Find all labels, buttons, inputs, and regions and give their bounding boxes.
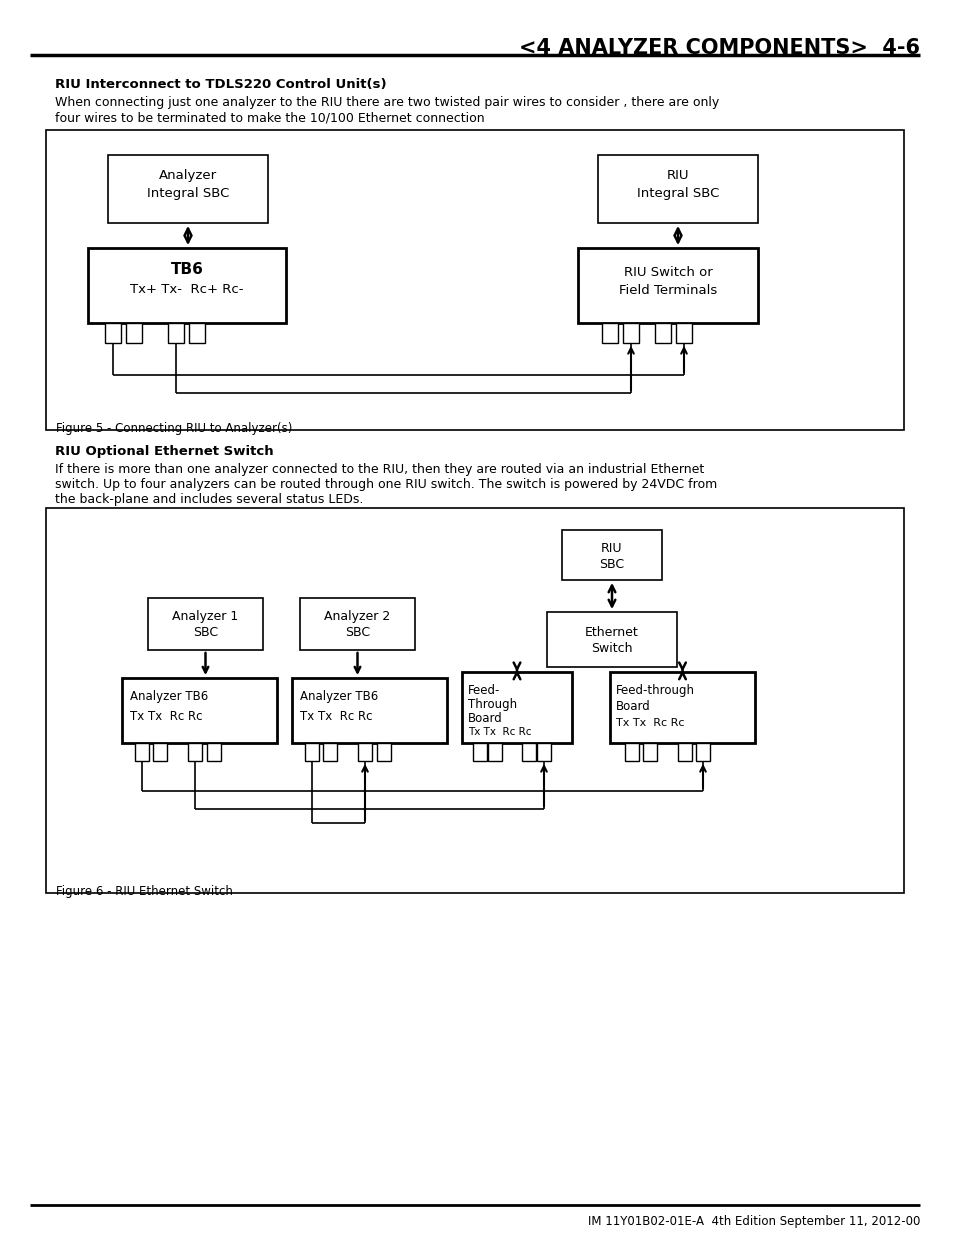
- Bar: [609, 672, 754, 743]
- Text: RIU Optional Ethernet Switch: RIU Optional Ethernet Switch: [55, 445, 274, 458]
- Bar: [676, 324, 691, 343]
- Text: four wires to be terminated to make the 10/100 Ethernet connection: four wires to be terminated to make the …: [55, 111, 484, 124]
- Bar: [461, 672, 572, 743]
- Text: Through: Through: [468, 698, 517, 711]
- Text: Tx Tx  Rc Rc: Tx Tx Rc Rc: [299, 710, 372, 722]
- Bar: [189, 324, 205, 343]
- Bar: [168, 324, 184, 343]
- Text: Board: Board: [616, 700, 650, 713]
- Text: SBC: SBC: [345, 626, 370, 638]
- Text: switch. Up to four analyzers can be routed through one RIU switch. The switch is: switch. Up to four analyzers can be rout…: [55, 478, 717, 492]
- Text: SBC: SBC: [598, 558, 624, 571]
- Text: Analyzer: Analyzer: [159, 169, 217, 182]
- Text: TB6: TB6: [171, 262, 203, 277]
- Bar: [305, 743, 318, 761]
- Bar: [624, 743, 639, 761]
- Text: Integral SBC: Integral SBC: [147, 186, 229, 200]
- Bar: [655, 324, 670, 343]
- Bar: [537, 743, 551, 761]
- Bar: [473, 743, 486, 761]
- Bar: [188, 743, 202, 761]
- Text: Analyzer TB6: Analyzer TB6: [299, 690, 377, 703]
- Bar: [108, 156, 268, 224]
- Text: Ethernet: Ethernet: [584, 626, 639, 638]
- Bar: [488, 743, 501, 761]
- Bar: [126, 324, 142, 343]
- Text: IM 11Y01B02-01E-A  4th Edition September 11, 2012-00: IM 11Y01B02-01E-A 4th Edition September …: [587, 1215, 919, 1228]
- Bar: [122, 678, 276, 743]
- Bar: [88, 248, 286, 324]
- Text: Feed-: Feed-: [468, 684, 500, 697]
- Text: Figure 5 - Connecting RIU to Analyzer(s): Figure 5 - Connecting RIU to Analyzer(s): [56, 422, 292, 435]
- Bar: [46, 130, 903, 430]
- Text: SBC: SBC: [193, 626, 218, 638]
- Bar: [622, 324, 639, 343]
- Text: RIU: RIU: [600, 542, 622, 555]
- Bar: [678, 743, 691, 761]
- Text: Integral SBC: Integral SBC: [637, 186, 719, 200]
- Bar: [376, 743, 391, 761]
- Bar: [148, 598, 263, 650]
- Text: the back-plane and includes several status LEDs.: the back-plane and includes several stat…: [55, 493, 363, 506]
- Text: Tx+ Tx-  Rc+ Rc-: Tx+ Tx- Rc+ Rc-: [131, 283, 244, 296]
- Text: Field Terminals: Field Terminals: [618, 284, 717, 296]
- Bar: [292, 678, 447, 743]
- Bar: [323, 743, 336, 761]
- Text: RIU: RIU: [666, 169, 688, 182]
- Text: Board: Board: [468, 713, 502, 725]
- Bar: [357, 743, 372, 761]
- Bar: [521, 743, 536, 761]
- Bar: [561, 530, 661, 580]
- Bar: [152, 743, 167, 761]
- Text: RIU Switch or: RIU Switch or: [623, 266, 712, 279]
- Text: RIU Interconnect to TDLS220 Control Unit(s): RIU Interconnect to TDLS220 Control Unit…: [55, 78, 386, 91]
- Bar: [696, 743, 709, 761]
- Text: <4 ANALYZER COMPONENTS>  4-6: <4 ANALYZER COMPONENTS> 4-6: [518, 38, 919, 58]
- Text: Tx Tx  Rc Rc: Tx Tx Rc Rc: [616, 718, 684, 727]
- Bar: [598, 156, 758, 224]
- Bar: [642, 743, 657, 761]
- Bar: [46, 508, 903, 893]
- Bar: [135, 743, 149, 761]
- Text: Tx Tx  Rc Rc: Tx Tx Rc Rc: [468, 727, 531, 737]
- Text: Analyzer TB6: Analyzer TB6: [130, 690, 208, 703]
- Text: When connecting just one analyzer to the RIU there are two twisted pair wires to: When connecting just one analyzer to the…: [55, 96, 719, 109]
- Bar: [578, 248, 758, 324]
- Text: Tx Tx  Rc Rc: Tx Tx Rc Rc: [130, 710, 202, 722]
- Bar: [601, 324, 618, 343]
- Bar: [299, 598, 415, 650]
- Bar: [105, 324, 121, 343]
- Text: Figure 6 - RIU Ethernet Switch: Figure 6 - RIU Ethernet Switch: [56, 885, 233, 898]
- Text: If there is more than one analyzer connected to the RIU, then they are routed vi: If there is more than one analyzer conne…: [55, 463, 703, 475]
- Bar: [546, 613, 677, 667]
- Bar: [207, 743, 221, 761]
- Text: Analyzer 2: Analyzer 2: [324, 610, 390, 622]
- Text: Analyzer 1: Analyzer 1: [172, 610, 238, 622]
- Text: Feed-through: Feed-through: [616, 684, 695, 697]
- Text: Switch: Switch: [591, 642, 632, 655]
